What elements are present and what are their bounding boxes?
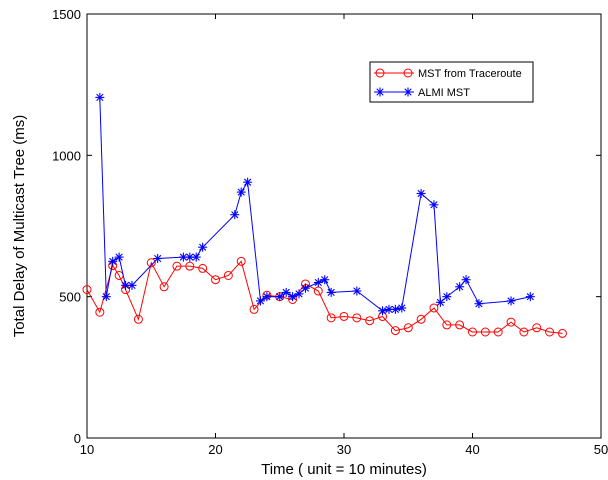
data-point — [198, 263, 208, 273]
data-point — [435, 297, 445, 307]
y-tick-label: 500 — [59, 290, 81, 305]
x-axis-label: Time ( unit = 10 minutes) — [261, 461, 427, 478]
data-point — [320, 275, 330, 285]
data-point — [352, 286, 362, 296]
data-point — [159, 282, 169, 292]
data-point — [243, 177, 253, 187]
data-point — [249, 304, 259, 314]
data-point — [275, 292, 285, 302]
data-point — [378, 306, 388, 316]
data-point — [429, 200, 439, 210]
data-point — [326, 313, 336, 323]
legend-marker — [403, 68, 413, 78]
data-point — [230, 210, 240, 220]
data-point — [95, 92, 105, 102]
legend: MST from Traceroute ALMI MST — [369, 61, 534, 103]
data-point — [146, 258, 156, 268]
data-point — [211, 275, 220, 285]
data-point — [191, 252, 201, 262]
data-point — [519, 327, 529, 337]
legend-marker — [403, 87, 413, 97]
data-point — [455, 282, 465, 292]
data-point — [300, 283, 310, 293]
data-point — [153, 254, 163, 264]
legend-marker — [375, 87, 385, 97]
y-tick-label: 1000 — [52, 148, 81, 163]
data-point — [474, 299, 484, 309]
data-point — [468, 327, 477, 337]
data-point — [545, 327, 555, 337]
data-point — [198, 242, 208, 252]
data-point — [390, 304, 400, 314]
data-point — [236, 256, 246, 266]
data-point — [480, 327, 490, 337]
data-point — [101, 292, 111, 302]
data-point — [506, 296, 516, 306]
data-point — [185, 252, 195, 262]
data-point — [384, 304, 394, 314]
legend-entry: ALMI MST — [374, 87, 470, 99]
data-point — [390, 326, 400, 336]
data-point — [108, 256, 118, 266]
data-point — [493, 327, 503, 337]
legend-marker — [375, 68, 385, 78]
data-point — [294, 289, 304, 299]
data-point — [127, 280, 137, 290]
legend-label: MST from Traceroute — [418, 68, 522, 80]
data-point — [223, 270, 233, 280]
x-tick-label: 20 — [208, 442, 222, 457]
y-tick-label: 1500 — [52, 7, 81, 22]
data-point — [95, 307, 105, 317]
legend-label: ALMI MST — [418, 87, 470, 99]
data-point — [416, 314, 426, 324]
data-point — [429, 303, 439, 313]
y-axis-label: Total Delay of Multicast Tree (ms) — [11, 115, 28, 338]
data-point — [532, 323, 542, 333]
series-line — [86, 260, 563, 334]
x-tick-label: 50 — [594, 442, 608, 457]
data-point — [525, 292, 535, 302]
x-tick-label: 10 — [80, 442, 94, 457]
data-point — [262, 292, 272, 302]
data-point — [461, 275, 471, 285]
legend-entry: MST from Traceroute — [374, 68, 522, 80]
data-point — [365, 316, 375, 326]
data-point — [114, 252, 124, 262]
data-point — [352, 313, 362, 323]
series-mst-from-traceroute — [82, 256, 567, 338]
data-point — [416, 188, 426, 198]
data-point — [255, 296, 265, 306]
legend-box — [369, 61, 534, 103]
data-point — [442, 320, 452, 330]
data-point — [339, 311, 349, 321]
series-almi-mst — [95, 92, 535, 316]
data-point — [397, 303, 407, 313]
data-point — [557, 328, 567, 338]
data-point — [281, 287, 291, 297]
x-tick-label: 40 — [465, 442, 479, 457]
data-point — [236, 187, 246, 197]
series-layer — [82, 92, 567, 338]
data-point — [185, 261, 195, 271]
data-point — [403, 323, 413, 333]
x-tick-label: 30 — [337, 442, 351, 457]
data-point — [326, 287, 336, 297]
data-point — [82, 285, 92, 295]
data-point — [172, 261, 182, 271]
y-tick-label: 0 — [74, 431, 81, 446]
data-point — [442, 292, 452, 302]
data-point — [455, 320, 465, 330]
data-point — [506, 317, 516, 327]
data-point — [133, 314, 143, 324]
